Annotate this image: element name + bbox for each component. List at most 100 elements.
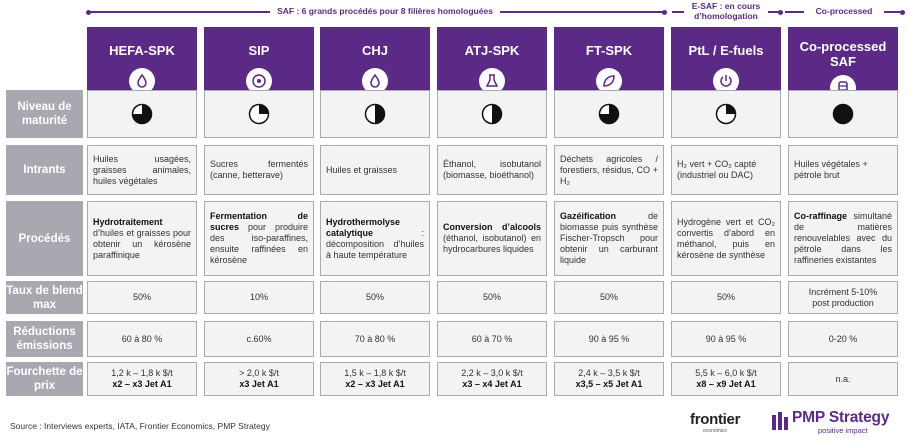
procedes-cell: Hydrotraitement d’huiles et graisses pou…: [87, 201, 197, 276]
intrants-text: Éthanol, isobutanol (biomasse, bioéthano…: [443, 159, 541, 180]
prix-ratio: x3 – x4 Jet A1: [462, 379, 522, 389]
section-dot: [662, 9, 667, 15]
column-title: CHJ: [361, 43, 388, 58]
maturity-fill: [599, 104, 619, 124]
sugar-icon: [246, 68, 272, 94]
maturity-pie: [248, 103, 270, 125]
saf-section-label: SAF : 6 grands procédés pour 8 filières …: [270, 6, 500, 16]
procedes-cell: Hydrothermolyse catalytique : décomposit…: [320, 201, 430, 276]
maturity-cell: [554, 90, 664, 138]
maturity-cell: [437, 90, 547, 138]
maturity-fill: [492, 104, 502, 124]
prix-cell: n.a.: [788, 362, 898, 396]
prix-range: n.a.: [835, 373, 851, 384]
procedes-bold: Conversion d’alcools: [443, 222, 541, 232]
maturity-pie: [715, 103, 737, 125]
maturity-fill: [259, 104, 269, 114]
prix-range: > 2,0 k $/t: [239, 368, 279, 378]
procedes-text: d’huiles et graisses pour obtenir un kér…: [93, 227, 191, 260]
procedes-text: pour produire des iso-paraffines, ensuit…: [210, 222, 308, 265]
intrants-text: H₂ vert + CO₂ capté (industriel ou DAC): [677, 159, 757, 180]
intrants-cell: Éthanol, isobutanol (biomasse, bioéthano…: [437, 145, 547, 195]
prix-cell: 2,2 k – 3,0 k $/t x3 – x4 Jet A1: [437, 362, 547, 396]
column-title: Co-processed SAF: [799, 39, 887, 69]
prix-cell: 1,5 k – 1,8 k $/t x2 – x3 Jet A1: [320, 362, 430, 396]
procedes-bold: Gazéification: [560, 211, 617, 221]
row-label-maturity: Niveau de maturité: [6, 90, 83, 138]
section-dot: [86, 9, 91, 15]
column-header-atj: ATJ-SPK: [437, 27, 547, 97]
blend-cell: 50%: [437, 281, 547, 314]
blend-cell: 50%: [87, 281, 197, 314]
prix-range: 5,5 k – 6,0 k $/t: [695, 368, 757, 378]
intrants-cell: Huiles usagées, graisses animales, huile…: [87, 145, 197, 195]
prix-range: 1,2 k – 1,8 k $/t: [111, 368, 173, 378]
intrants-text: Huiles végétales + pétrole brut: [794, 159, 868, 180]
intrants-text: Huiles usagées, graisses animales, huile…: [93, 153, 191, 186]
column-header-sip: SIP: [204, 27, 314, 97]
intrants-cell: Déchets agricoles / forestiers, résidus,…: [554, 145, 664, 195]
procedes-cell: Co-raffinage simultané de matières renou…: [788, 201, 898, 276]
pmp-logo-sub: positive impact: [818, 426, 868, 435]
maturity-pie: [131, 103, 153, 125]
maturity-pie: [364, 103, 386, 125]
prix-range: 2,4 k – 3,5 k $/t: [578, 368, 640, 378]
reductions-cell: c.60%: [204, 321, 314, 357]
power-icon: [713, 68, 739, 94]
procedes-cell: Hydrogène vert et CO₂ convertis d’abord …: [671, 201, 781, 276]
column-title: HEFA-SPK: [109, 43, 175, 58]
intrants-text: Déchets agricoles / forestiers, résidus,…: [560, 153, 658, 186]
prix-ratio: x2 – x3 Jet A1: [112, 379, 172, 389]
procedes-text: simultané de matières renouvelables avec…: [794, 211, 892, 265]
procedes-bold: Hydrotraitement: [93, 216, 163, 227]
column-title: SIP: [248, 43, 270, 58]
intrants-text: Huiles et graisses: [326, 164, 398, 175]
procedes-text: Hydrogène vert et CO₂ convertis d’abord …: [677, 216, 775, 260]
intrants-text: Sucres fermentés (canne, betterave): [210, 159, 308, 180]
procedes-cell: Fermentation de sucres pour produire des…: [204, 201, 314, 276]
prix-ratio: x3 Jet A1: [239, 379, 279, 389]
reductions-cell: 70 à 80 %: [320, 321, 430, 357]
intrants-cell: H₂ vert + CO₂ capté (industriel ou DAC): [671, 145, 781, 195]
reductions-cell: 0-20 %: [788, 321, 898, 357]
pmp-logo-icon: [772, 412, 788, 430]
column-header-coprocessed: Co-processed SAF: [788, 27, 898, 101]
procedes-bold: Fermentation de sucres: [210, 211, 308, 232]
prix-cell: 2,4 k – 3,5 k $/t x3,5 – x5 Jet A1: [554, 362, 664, 396]
row-label-procedes: Procédés: [6, 201, 83, 276]
reductions-cell: 60 à 70 %: [437, 321, 547, 357]
frontier-logo-sub: economics: [703, 428, 727, 434]
oil-drop-icon: [129, 68, 155, 94]
prix-range: 2,2 k – 3,0 k $/t: [461, 368, 523, 378]
blend-cell: 50%: [554, 281, 664, 314]
column-title: PtL / E-fuels: [688, 43, 764, 58]
prix-ratio: x2 – x3 Jet A1: [345, 379, 405, 389]
row-label-prix: Fourchette de prix: [6, 362, 83, 396]
intrants-cell: Huiles végétales + pétrole brut: [788, 145, 898, 195]
procedes-cell: Gazéification de biomasse puis synthèse …: [554, 201, 664, 276]
maturity-fill: [132, 104, 152, 124]
pmp-logo: PMP Strategy: [792, 409, 890, 426]
column-header-hefa: HEFA-SPK: [87, 27, 197, 97]
maturity-fill: [375, 104, 385, 124]
row-label-intrants: Intrants: [6, 145, 83, 195]
beaker-icon: [479, 68, 505, 94]
prix-cell: 5,5 k – 6,0 k $/t x8 – x9 Jet A1: [671, 362, 781, 396]
section-dot: [778, 9, 783, 15]
source-note: Source : Interviews experts, IATA, Front…: [10, 421, 270, 431]
prix-range: 1,5 k – 1,8 k $/t: [344, 368, 406, 378]
oil-drop-icon: [362, 68, 388, 94]
maturity-pie: [598, 103, 620, 125]
procedes-bold: Hydrothermolyse catalytique: [326, 216, 401, 238]
prix-ratio: x8 – x9 Jet A1: [696, 379, 756, 389]
blend-cell: Incrément 5-10% post production: [788, 281, 898, 314]
maturity-fill: [726, 104, 736, 114]
procedes-bold: Co-raffinage: [794, 211, 848, 221]
maturity-cell: [87, 90, 197, 138]
procedes-text: de biomasse puis synthèse Fischer-Tropsc…: [560, 211, 658, 265]
intrants-cell: Sucres fermentés (canne, betterave): [204, 145, 314, 195]
procedes-text: : décomposition d’huiles à haute tempéra…: [326, 227, 424, 260]
column-title: FT-SPK: [585, 43, 633, 58]
column-header-chj: CHJ: [320, 27, 430, 97]
prix-cell: 1,2 k – 1,8 k $/t x2 – x3 Jet A1: [87, 362, 197, 396]
